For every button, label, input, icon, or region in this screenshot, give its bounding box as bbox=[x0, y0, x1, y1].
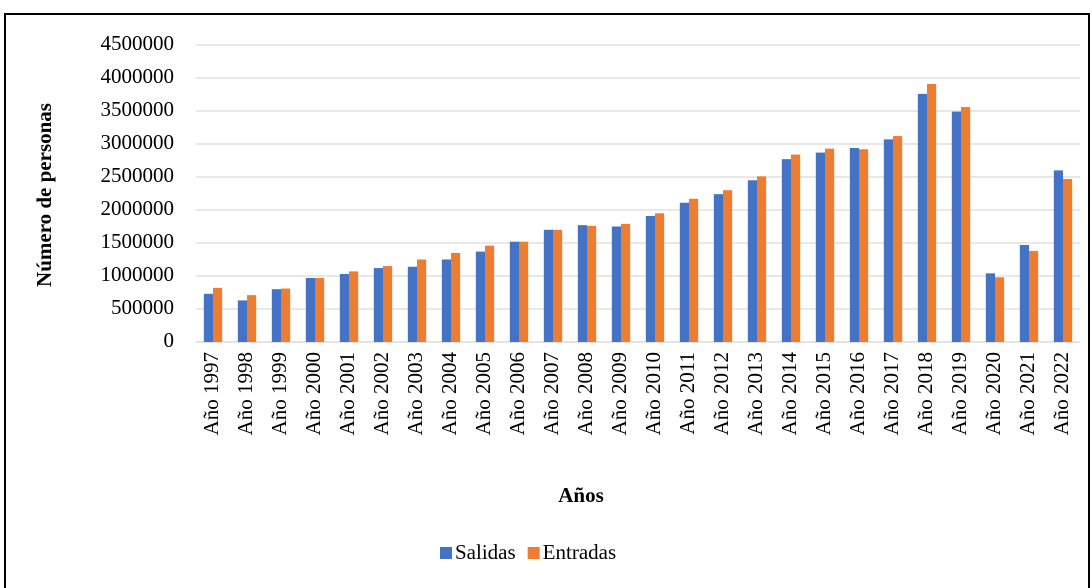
bar bbox=[485, 245, 495, 342]
bar bbox=[383, 266, 393, 342]
x-tick-label: Año 2016 bbox=[845, 352, 869, 435]
legend-label: Salidas bbox=[455, 540, 516, 564]
bar bbox=[1029, 250, 1039, 342]
x-tick-label: Año 2011 bbox=[675, 352, 699, 435]
x-tick-label: Año 2014 bbox=[777, 352, 801, 436]
bar bbox=[781, 159, 791, 342]
bar bbox=[213, 287, 223, 342]
x-tick-label: Año 2001 bbox=[335, 352, 359, 435]
bar bbox=[689, 198, 699, 342]
y-axis-title: Número de personas bbox=[32, 103, 56, 287]
x-tick-label: Año 2020 bbox=[981, 352, 1005, 435]
bar bbox=[645, 215, 655, 342]
x-tick-label: Año 2021 bbox=[1015, 352, 1039, 435]
y-tick-label: 3500000 bbox=[101, 97, 175, 121]
y-tick-label: 1000000 bbox=[101, 262, 175, 286]
bar bbox=[417, 259, 427, 342]
bar bbox=[577, 225, 587, 342]
y-tick-label: 2000000 bbox=[101, 196, 175, 220]
bar bbox=[893, 136, 903, 342]
bar bbox=[815, 152, 825, 342]
x-tick-label: Año 2008 bbox=[573, 352, 597, 435]
bar bbox=[315, 277, 325, 342]
bar bbox=[655, 213, 665, 342]
bar bbox=[509, 241, 519, 342]
x-tick-label: Año 2002 bbox=[369, 352, 393, 435]
x-tick-label: Año 2003 bbox=[403, 352, 427, 435]
bar bbox=[281, 288, 291, 342]
y-tick-label: 4000000 bbox=[101, 64, 175, 88]
x-tick-label: Año 2015 bbox=[811, 352, 835, 435]
x-tick-label: Año 2019 bbox=[947, 352, 971, 435]
x-tick-label: Año 2017 bbox=[879, 352, 903, 435]
x-tick-label: Año 2005 bbox=[471, 352, 495, 435]
x-axis-title: Años bbox=[558, 483, 604, 507]
bar bbox=[757, 176, 767, 342]
bar bbox=[441, 259, 451, 342]
x-tick-label: Año 2012 bbox=[709, 352, 733, 435]
x-tick-label: Año 2013 bbox=[743, 352, 767, 435]
bar bbox=[927, 83, 937, 342]
bar bbox=[519, 241, 529, 342]
bar bbox=[611, 226, 621, 342]
bar bbox=[203, 293, 213, 342]
x-tick-label: Año 1999 bbox=[267, 352, 291, 435]
legend-label: Entradas bbox=[543, 540, 616, 564]
x-tick-label: Año 2010 bbox=[641, 352, 665, 435]
bar bbox=[917, 93, 927, 342]
bar bbox=[1063, 178, 1073, 342]
x-tick-label: Año 2022 bbox=[1049, 352, 1073, 435]
x-tick-label: Año 2018 bbox=[913, 352, 937, 435]
y-tick-label: 4500000 bbox=[101, 31, 175, 55]
bar bbox=[791, 154, 801, 342]
bar bbox=[407, 266, 417, 342]
x-tick-label: Año 2004 bbox=[437, 352, 461, 436]
bar bbox=[961, 107, 971, 342]
y-tick-label: 2500000 bbox=[101, 163, 175, 187]
bar bbox=[723, 190, 733, 342]
bar bbox=[247, 295, 257, 342]
bar bbox=[373, 268, 383, 342]
bar bbox=[747, 180, 757, 342]
x-tick-label: Año 1997 bbox=[199, 352, 223, 435]
y-tick-label: 3000000 bbox=[101, 130, 175, 154]
bar bbox=[825, 148, 835, 342]
bar bbox=[271, 289, 281, 342]
bar bbox=[237, 300, 247, 342]
bar bbox=[543, 229, 553, 342]
bar bbox=[475, 251, 485, 342]
bar bbox=[305, 277, 315, 342]
x-tick-label: Año 2007 bbox=[539, 352, 563, 435]
x-tick-label: Año 2006 bbox=[505, 352, 529, 435]
bar bbox=[849, 147, 859, 342]
legend-swatch bbox=[440, 547, 452, 559]
legend-swatch bbox=[527, 547, 540, 559]
bar bbox=[1053, 170, 1063, 342]
bar bbox=[679, 202, 689, 342]
y-tick-label: 0 bbox=[164, 328, 175, 352]
bar bbox=[587, 225, 597, 342]
bar bbox=[713, 194, 723, 342]
x-tick-label: Año 2000 bbox=[301, 352, 325, 435]
bar bbox=[985, 273, 995, 342]
bar bbox=[883, 139, 893, 342]
bar bbox=[995, 277, 1005, 342]
y-tick-label: 500000 bbox=[111, 295, 174, 319]
bar bbox=[951, 111, 961, 342]
bar bbox=[349, 271, 359, 342]
bar bbox=[621, 223, 631, 342]
x-tick-label: Año 1998 bbox=[233, 352, 257, 435]
bar bbox=[451, 252, 461, 342]
bar bbox=[553, 229, 563, 342]
x-tick-label: Año 2009 bbox=[607, 352, 631, 435]
y-tick-label: 1500000 bbox=[101, 229, 175, 253]
bar bbox=[859, 149, 869, 342]
bar bbox=[339, 274, 349, 342]
bar bbox=[1019, 244, 1029, 342]
